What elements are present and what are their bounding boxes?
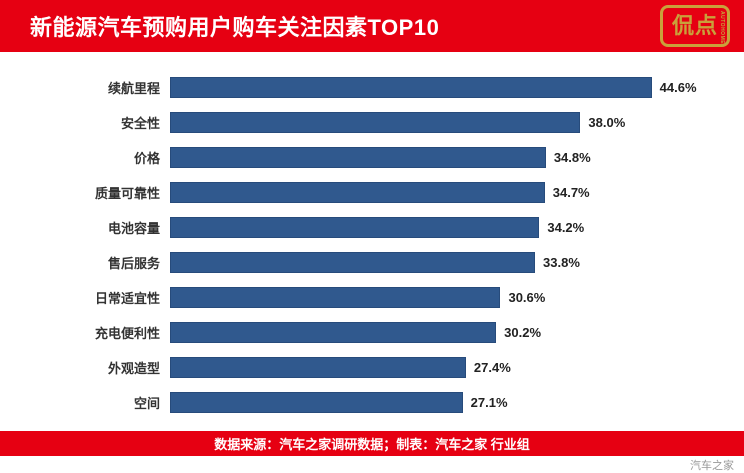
bar [170,357,466,378]
footer-banner: 数据来源：汽车之家调研数据；制表：汽车之家 行业组 [0,431,744,456]
bar-row: 日常适宜性 30.6% [10,280,744,315]
bar-value: 27.4% [473,360,511,375]
bar-value: 30.6% [508,290,546,305]
bar-row: 外观造型 27.4% [10,350,744,385]
page-title: 新能源汽车预购用户购车关注因素TOP10 [30,15,440,40]
bar-value: 30.2% [504,325,542,340]
bar [170,77,652,98]
logo-sub-text: AUTOHOME [719,11,725,45]
bar-track: 33.8% [170,252,710,273]
bar [170,322,497,343]
bar-value: 34.7% [552,185,590,200]
bar-label: 质量可靠性 [94,186,160,201]
bar-track: 27.1% [170,392,710,413]
bar-row: 售后服务 33.8% [10,245,744,280]
bar-row: 空间 27.1% [10,385,744,420]
bar-row: 质量可靠性 34.7% [10,175,744,210]
bar-track: 30.2% [170,322,710,343]
bar-track: 34.7% [170,182,710,203]
bar-value: 33.8% [543,255,580,270]
bar [170,147,546,168]
bar-track: 34.2% [170,217,710,238]
bar-row: 电池容量 34.2% [10,210,744,245]
bar-value: 38.0% [588,115,626,130]
bar [170,392,463,413]
bottom-strip: 汽车之家 [0,456,744,473]
bar-label: 日常适宜性 [94,291,160,306]
bar-label: 外观造型 [107,361,160,376]
bar-label: 电池容量 [107,221,160,236]
bar-row: 安全性 38.0% [10,105,744,140]
bar [170,252,536,273]
bar-label: 充电便利性 [94,326,160,341]
bar-row: 充电便利性 30.2% [10,315,744,350]
bar-value: 34.8% [553,150,591,165]
watermark-text: 汽车之家 [690,459,734,472]
bar-row: 价格 34.8% [10,140,744,175]
bar-track: 30.6% [170,287,710,308]
footer-source-text: 数据来源：汽车之家调研数据；制表：汽车之家 行业组 [214,437,530,452]
bar-track: 38.0% [170,112,710,133]
bar [170,182,545,203]
bar-track: 44.6% [170,77,710,98]
bar-label: 价格 [133,151,160,166]
header-banner: 新能源汽车预购用户购车关注因素TOP10 侃点 AUTOHOME [0,0,744,52]
bar-row: 续航里程 44.6% [10,70,744,105]
bar [170,287,501,308]
logo-main-text: 侃点 [671,13,718,38]
bar-value: 34.2% [547,220,585,235]
bar-chart: 续航里程 44.6% 安全性 38.0% 价格 34.8% 质量可靠性 34.7% 电池容量 34… [0,52,744,420]
bar-value: 27.1% [470,395,508,410]
bar-label: 售后服务 [107,256,160,271]
bar-value: 44.6% [659,80,697,95]
bar-label: 续航里程 [107,81,160,96]
bar [170,217,540,238]
bar-label: 空间 [133,396,160,411]
bar-label: 安全性 [120,116,160,131]
autohome-logo-icon: 侃点 AUTOHOME [660,5,730,47]
bar-track: 34.8% [170,147,710,168]
bar [170,112,581,133]
bar-track: 27.4% [170,357,710,378]
